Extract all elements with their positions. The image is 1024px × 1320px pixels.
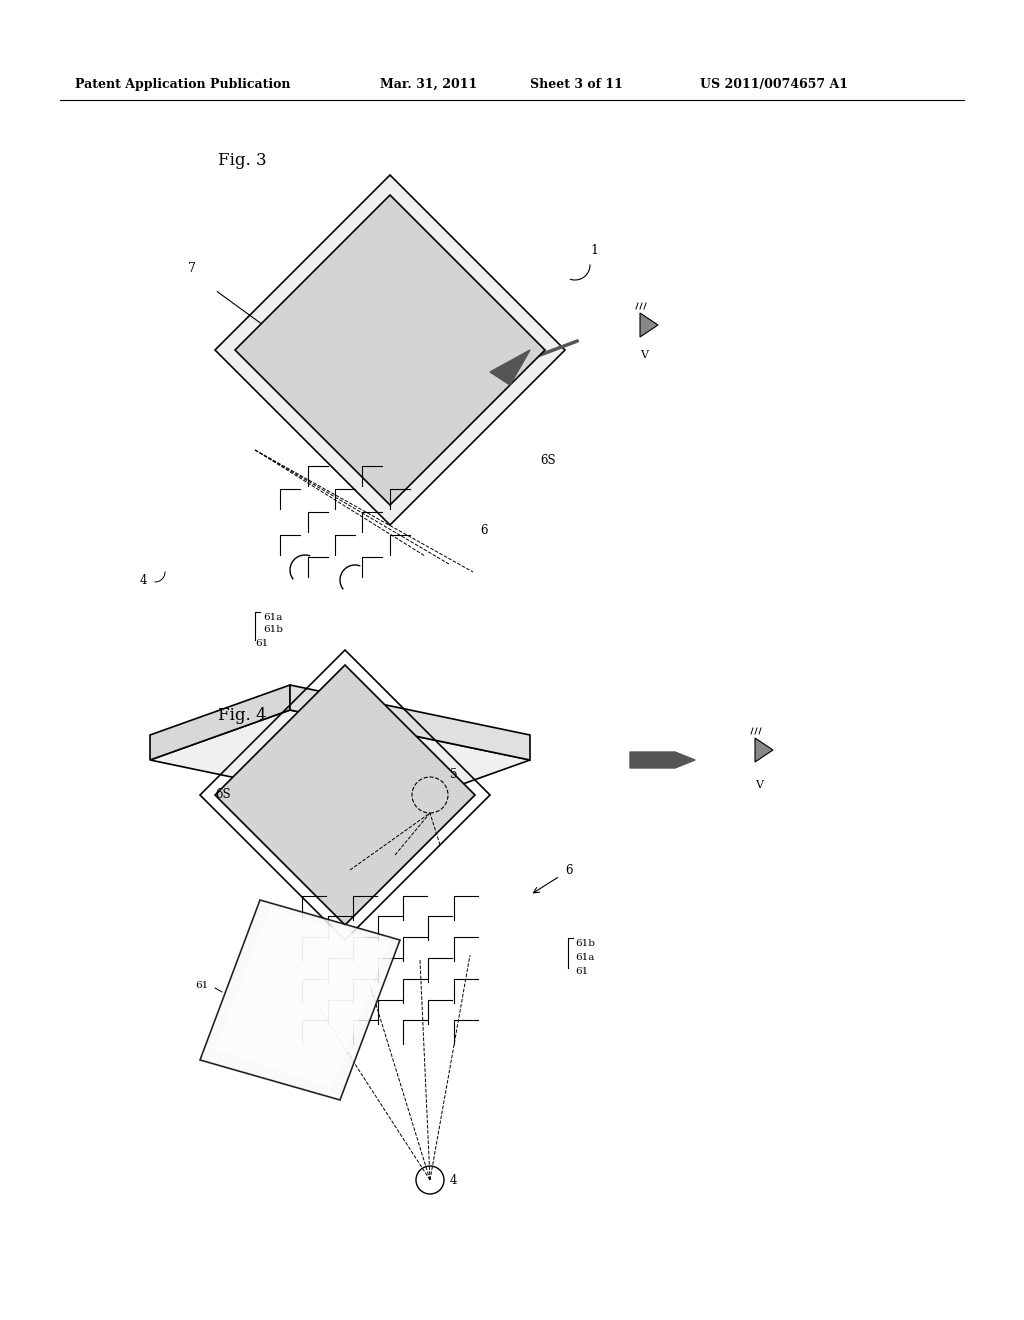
Polygon shape [234,195,545,506]
Text: 61b: 61b [263,626,283,635]
Polygon shape [150,710,530,810]
Text: 6S: 6S [540,454,556,466]
Text: 5: 5 [450,768,458,781]
Polygon shape [215,176,565,525]
Text: V: V [640,350,648,360]
Polygon shape [215,907,388,1088]
Text: 61a: 61a [263,612,283,622]
Text: 61: 61 [195,981,208,990]
Text: Fig. 3: Fig. 3 [218,152,266,169]
Polygon shape [150,685,290,760]
Text: Mar. 31, 2011: Mar. 31, 2011 [380,78,477,91]
Text: Fig. 4: Fig. 4 [218,708,266,723]
Text: V: V [755,780,763,789]
Polygon shape [490,350,530,385]
Polygon shape [630,752,695,768]
Text: 7: 7 [188,261,196,275]
Polygon shape [200,900,400,1100]
Text: 5: 5 [505,338,512,351]
Text: 61: 61 [575,968,588,977]
Text: 1: 1 [590,243,598,256]
Text: 61b: 61b [575,939,595,948]
Text: 6: 6 [480,524,487,536]
Text: 4: 4 [140,573,147,586]
Text: 6: 6 [565,863,572,876]
Polygon shape [215,665,475,925]
Text: 61: 61 [255,639,268,648]
Text: 4: 4 [450,1173,458,1187]
Text: 6S: 6S [215,788,230,801]
Polygon shape [640,313,658,337]
Polygon shape [755,738,773,762]
Text: Patent Application Publication: Patent Application Publication [75,78,291,91]
Polygon shape [290,685,530,760]
Text: US 2011/0074657 A1: US 2011/0074657 A1 [700,78,848,91]
Text: 61a: 61a [575,953,594,962]
Text: Sheet 3 of 11: Sheet 3 of 11 [530,78,623,91]
